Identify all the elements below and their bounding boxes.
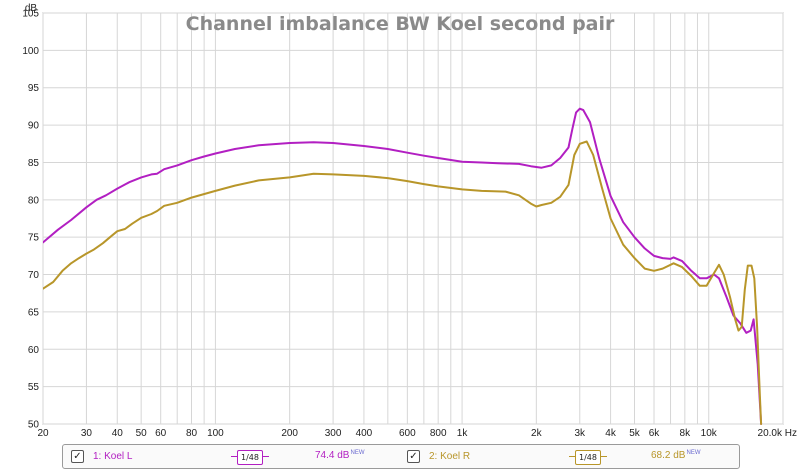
series2-label: 2: Koel R	[429, 451, 471, 462]
y-axis-unit: dB	[25, 3, 38, 14]
series-line-2	[43, 140, 763, 425]
x-tick-label: 300	[325, 428, 342, 439]
x-tick-label: 20	[37, 428, 49, 439]
x-tick-label: 800	[430, 428, 447, 439]
series1-value-text: 74.4 dB	[315, 450, 350, 461]
x-tick-label: 200	[281, 428, 298, 439]
y-tick-label: 100	[22, 46, 39, 57]
frequency-response-chart: 50 55 60 65 70 75 80 85 90 95 100 105 20 30 40 50 60 80 10…	[22, 3, 797, 439]
legend-bar: ✓ 1: Koel L 1/48 74.4 dBNEW ✓ 2: Koel R …	[62, 444, 740, 469]
y-tick-label: 85	[28, 158, 40, 169]
y-tick-label: 75	[28, 233, 40, 244]
series1-new-badge: NEW	[350, 450, 365, 456]
x-tick-label: 30	[81, 428, 93, 439]
x-tick-label: 80	[186, 428, 198, 439]
y-tick-label: 80	[28, 195, 40, 206]
x-tick-label: 8k	[680, 428, 692, 439]
chart: 50 55 60 65 70 75 80 85 90 95 100 105 20 30 40 50 60 80 10…	[22, 3, 797, 439]
series2-checkbox[interactable]: ✓	[407, 450, 420, 463]
y-tick-label: 95	[28, 83, 40, 94]
series2-value: 68.2 dBNEW	[651, 450, 700, 461]
series2-smoothing-button[interactable]: 1/48	[575, 450, 601, 465]
x-tick-label: 600	[399, 428, 416, 439]
series1-smoothing-line-left	[231, 456, 237, 457]
series2-new-badge: NEW	[686, 450, 701, 456]
y-tick-label: 60	[28, 345, 40, 356]
series2-value-text: 68.2 dB	[651, 450, 686, 461]
plot-area	[42, 12, 784, 425]
series1-value: 74.4 dBNEW	[315, 450, 364, 461]
y-tick-label: 105	[22, 9, 39, 20]
x-tick-label: 50	[136, 428, 148, 439]
x-tick-label: 10k	[701, 428, 718, 439]
x-tick-label: 5k	[629, 428, 641, 439]
legend-item-koel-r[interactable]: ✓ 2: Koel R	[407, 445, 470, 468]
y-tick-label: 90	[28, 121, 40, 132]
series2-smoothing-line-right	[601, 456, 607, 457]
chart-title: Channel imbalance BW Koel second pair	[186, 13, 615, 35]
x-tick-label: 6k	[649, 428, 661, 439]
x-tick-label: 2k	[531, 428, 543, 439]
y-tick-label: 55	[28, 382, 40, 393]
y-tick-label: 70	[28, 270, 40, 281]
x-tick-label: 400	[356, 428, 373, 439]
x-tick-label: 3k	[574, 428, 586, 439]
x-tick-label: 60	[155, 428, 167, 439]
x-tick-label: 4k	[605, 428, 617, 439]
series1-checkbox[interactable]: ✓	[71, 450, 84, 463]
y-tick-label: 50	[28, 420, 40, 431]
series1-smoothing-line-right	[263, 456, 269, 457]
series1-label: 1: Koel L	[93, 451, 133, 462]
x-tick-label: 100	[207, 428, 224, 439]
x-tick-label: 40	[112, 428, 124, 439]
x-tick-label: 20.0k Hz	[758, 428, 797, 439]
series-line-1	[43, 107, 763, 425]
x-tick-label: 1k	[457, 428, 469, 439]
y-tick-label: 65	[28, 307, 40, 318]
series2-smoothing-line-left	[569, 456, 575, 457]
legend-item-koel-l[interactable]: ✓ 1: Koel L	[71, 445, 132, 468]
series1-smoothing-button[interactable]: 1/48	[237, 450, 263, 465]
